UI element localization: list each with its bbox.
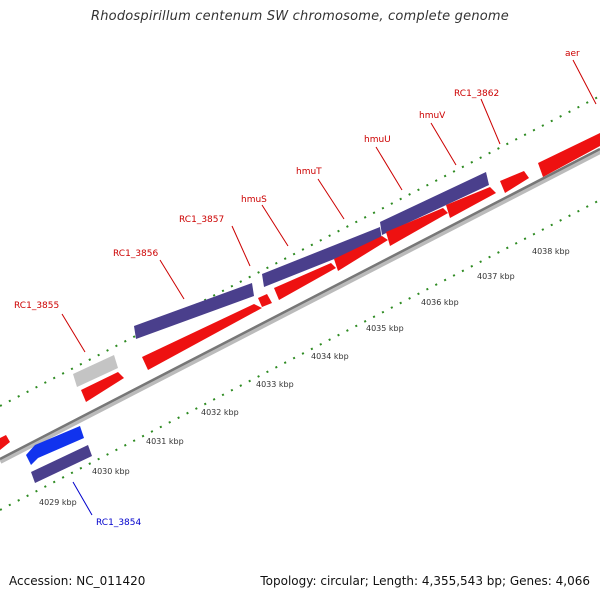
kbp-label: 4031 kbp — [146, 437, 184, 446]
gene-label-hmuT[interactable]: hmuT — [296, 167, 322, 177]
gene-label-hmuS[interactable]: hmuS — [241, 195, 267, 205]
reverse-strand-genes — [73, 172, 489, 387]
gene-label-RC1_3862[interactable]: RC1_3862 — [454, 89, 499, 99]
kbp-label: 4032 kbp — [201, 408, 239, 417]
gene-label-aer[interactable]: aer — [565, 49, 580, 59]
gene-RC1_3855-bar[interactable] — [73, 355, 118, 387]
gene-RC1_3857-arrow[interactable] — [258, 294, 272, 307]
gene-RC1_3856-bar[interactable] — [134, 283, 254, 339]
gene-label-hmuV[interactable]: hmuV — [419, 111, 446, 121]
lower-tick-track — [0, 199, 600, 511]
gene-label-hmuU[interactable]: hmuU — [364, 135, 391, 145]
kbp-label: 4034 kbp — [311, 352, 349, 361]
genome-summary-text: Topology: circular; Length: 4,355,543 bp… — [260, 574, 590, 588]
kbp-label: 4037 kbp — [477, 272, 515, 281]
kbp-label: 4035 kbp — [366, 324, 404, 333]
chromosome-backbone — [0, 147, 600, 464]
kbp-label: 4033 kbp — [256, 380, 294, 389]
gene-label-RC1_3855[interactable]: RC1_3855 — [14, 301, 59, 311]
gene-aer-arrow[interactable] — [538, 133, 600, 177]
gene-partial-left-arrow[interactable] — [0, 435, 10, 450]
gene-RC1_3854-arrow[interactable] — [26, 426, 84, 465]
upper-tick-track — [0, 95, 600, 407]
accession-text: Accession: NC_011420 — [9, 574, 146, 588]
gene-RC1_3856-arrow[interactable] — [142, 304, 262, 370]
gene-RC1_3854-bar[interactable] — [31, 445, 92, 483]
kbp-label: 4030 kbp — [92, 467, 130, 476]
gene-hmuT-bar[interactable] — [262, 227, 382, 287]
label-leader-lines — [61, 59, 597, 516]
gene-hmuS-arrow[interactable] — [274, 263, 336, 300]
kbp-label: 4038 kbp — [532, 247, 570, 256]
map-title: Rhodospirillum centenum SW chromosome, c… — [91, 9, 509, 24]
gene-hmuU-bar[interactable] — [380, 172, 489, 235]
kbp-label: 4029 kbp — [39, 498, 77, 507]
gene-RC1_3855-arrow[interactable] — [81, 372, 124, 402]
gene-RC1_3862-arrow[interactable] — [500, 171, 529, 193]
gene-label-RC1_3856[interactable]: RC1_3856 — [113, 249, 158, 259]
lower-lane-genes — [26, 426, 92, 483]
gene-hmuT-arrow[interactable] — [334, 236, 388, 271]
gene-hmuV-arrow[interactable] — [446, 187, 496, 218]
scale-labels: 4029 kbp 4030 kbp 4031 kbp 4032 kbp 4033… — [39, 247, 570, 507]
gene-label-RC1_3854[interactable]: RC1_3854 — [96, 518, 141, 528]
forward-strand-genes — [0, 133, 600, 450]
kbp-label: 4036 kbp — [421, 298, 459, 307]
gene-labels: RC1_3855 RC1_3856 RC1_3857 hmuS hmuT hmu… — [14, 49, 580, 528]
gene-label-RC1_3857[interactable]: RC1_3857 — [179, 215, 224, 225]
gene-hmuU-arrow[interactable] — [386, 208, 448, 246]
